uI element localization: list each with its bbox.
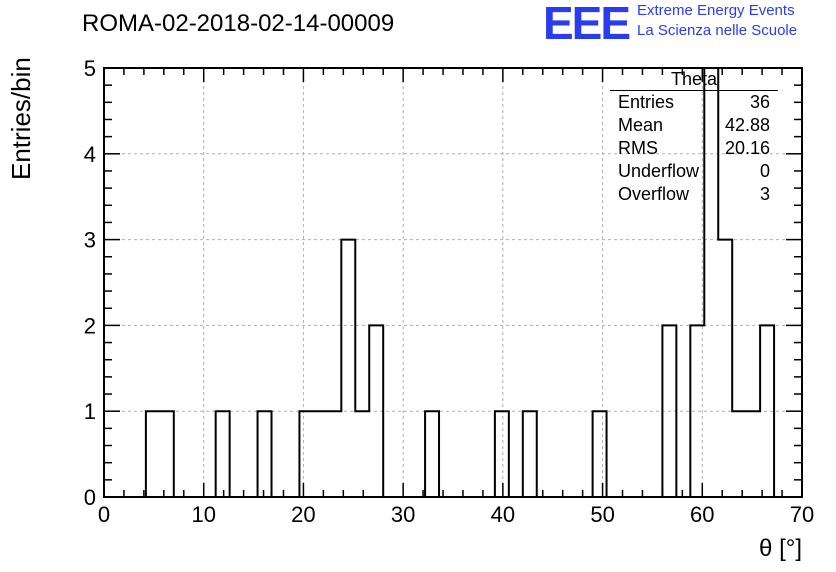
histogram-bin bbox=[732, 411, 746, 497]
histogram-bin bbox=[160, 411, 174, 497]
histogram-bin bbox=[313, 411, 327, 497]
stats-row-rms: RMS 20.16 bbox=[610, 137, 778, 160]
logo-line-1: Extreme Energy Events bbox=[637, 2, 795, 19]
y-tick-label: 0 bbox=[84, 485, 96, 510]
x-tick-label: 20 bbox=[291, 502, 315, 527]
histogram-bin bbox=[355, 411, 369, 497]
stats-row-mean: Mean 42.88 bbox=[610, 114, 778, 137]
stats-label: Entries bbox=[618, 92, 675, 112]
x-axis-label: θ [°] bbox=[759, 535, 802, 562]
stats-row-overflow: Overflow 3 bbox=[610, 183, 778, 206]
y-axis-label: Entries/bin bbox=[6, 57, 36, 180]
histogram-bin bbox=[146, 411, 160, 497]
y-tick-label: 4 bbox=[84, 142, 96, 167]
stats-label: RMS bbox=[618, 138, 658, 158]
x-tick-label: 60 bbox=[690, 502, 714, 527]
eee-logo: EEE bbox=[543, 0, 631, 49]
y-tick-label: 5 bbox=[84, 56, 96, 81]
stats-row-entries: Entries 36 bbox=[610, 91, 778, 114]
stats-label: Underflow bbox=[618, 161, 700, 181]
x-tick-label: 30 bbox=[391, 502, 415, 527]
axes bbox=[103, 67, 803, 498]
y-tick-label: 3 bbox=[84, 228, 96, 253]
stats-value: 20.16 bbox=[724, 138, 770, 158]
histogram-bin bbox=[425, 411, 439, 497]
stats-value: 42.88 bbox=[724, 115, 770, 135]
tick-marks bbox=[103, 67, 803, 498]
logo-line-2: La Scienza nelle Scuole bbox=[637, 22, 798, 39]
histogram-bin bbox=[299, 411, 313, 497]
run-title: ROMA-02-2018-02-14-00009 bbox=[82, 10, 395, 37]
histogram-bin bbox=[216, 411, 230, 497]
histogram-bin bbox=[327, 411, 341, 497]
stats-value: 36 bbox=[749, 92, 770, 112]
histogram-bin bbox=[495, 411, 509, 497]
stats-box: Theta Entries 36 Mean 42.88 RMS 20.16 Un… bbox=[610, 68, 778, 206]
x-tick-label: 50 bbox=[590, 502, 614, 527]
stats-row-underflow: Underflow 0 bbox=[610, 160, 778, 183]
histogram-bin bbox=[746, 411, 760, 497]
histogram-bin bbox=[341, 240, 355, 497]
stats-value: 0 bbox=[759, 161, 770, 181]
histogram-bin bbox=[523, 411, 537, 497]
stats-label: Mean bbox=[618, 115, 664, 135]
histogram-bin bbox=[593, 411, 607, 497]
histogram-bin bbox=[718, 240, 732, 497]
stats-box-name: Theta bbox=[610, 68, 778, 91]
x-tick-label: 70 bbox=[790, 502, 814, 527]
y-tick-label: 2 bbox=[84, 313, 96, 338]
x-tick-label: 0 bbox=[98, 502, 110, 527]
x-tick-label: 10 bbox=[191, 502, 215, 527]
stats-value: 3 bbox=[759, 184, 770, 204]
plot-frame bbox=[103, 67, 803, 498]
histogram-bin bbox=[258, 411, 272, 497]
x-tick-label: 40 bbox=[491, 502, 515, 527]
y-tick-label: 1 bbox=[84, 399, 96, 424]
stats-label: Overflow bbox=[618, 184, 690, 204]
